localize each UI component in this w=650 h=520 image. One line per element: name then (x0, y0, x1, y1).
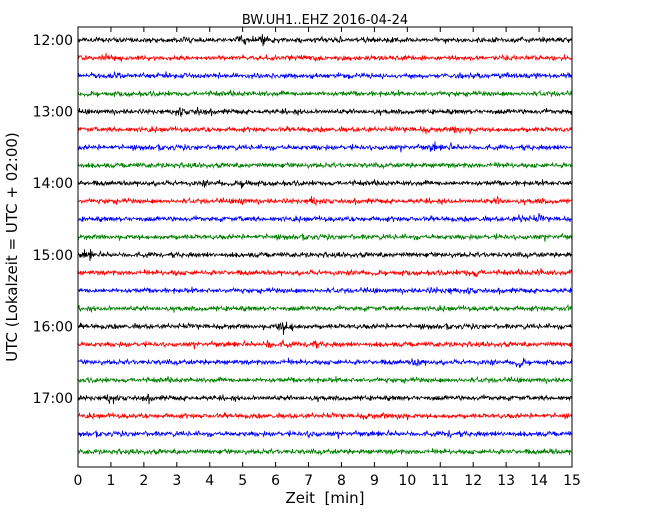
x-tick-label: 6 (271, 473, 280, 489)
x-tick-label: 4 (205, 473, 214, 489)
seismogram-trace (77, 429, 573, 439)
x-tick-label: 3 (172, 473, 181, 489)
x-tick-label: 8 (337, 473, 346, 489)
seismogram-trace (77, 71, 573, 80)
x-tick-label: 13 (497, 473, 515, 489)
y-axis-label: UTC (Lokalzeit = UTC + 02:00) (3, 132, 21, 362)
seismogram-trace (77, 304, 573, 313)
seismogram-trace (77, 376, 573, 385)
y-tick-label: 14:00 (33, 176, 73, 192)
seismogram-trace (77, 447, 573, 457)
chart-title: BW.UH1..EHZ 2016-04-24 (242, 13, 408, 28)
x-tick-label: 0 (74, 473, 83, 489)
x-tick-label: 10 (398, 473, 416, 489)
seismogram-trace (77, 232, 573, 242)
seismogram-trace (77, 106, 573, 118)
seismogram-trace (77, 141, 573, 153)
x-tick-label: 12 (464, 473, 482, 489)
seismogram-trace (77, 89, 573, 98)
x-tick-label: 7 (304, 473, 313, 489)
seismogram-trace (77, 268, 573, 278)
seismogram-trace (77, 178, 573, 189)
x-tick-label: 2 (139, 473, 148, 489)
x-tick-label: 11 (431, 473, 449, 489)
y-tick-label: 15:00 (33, 248, 73, 264)
seismogram-trace (77, 195, 573, 207)
seismogram-trace (77, 357, 573, 369)
seismogram-trace (77, 213, 573, 224)
x-tick-label: 14 (530, 473, 548, 489)
seismogram-trace (77, 321, 573, 336)
y-tick-label: 16:00 (33, 319, 73, 335)
plot-frame (77, 26, 573, 468)
seismogram-trace (77, 286, 573, 296)
seismogram-trace (77, 125, 573, 135)
x-tick-label: 15 (563, 473, 581, 489)
x-tick-label: 1 (106, 473, 115, 489)
y-tick-label: 12:00 (33, 33, 73, 49)
x-tick-label: 9 (370, 473, 379, 489)
seismogram-trace (77, 52, 573, 63)
axis-ticks: 0 1 2 3 4 5 6 7 8 9 10 11 12 13 14 1512:0013:0014:0015:… (33, 27, 581, 489)
y-tick-label: 17:00 (33, 391, 73, 407)
y-tick-label: 13:00 (33, 105, 73, 121)
seismogram-trace (77, 339, 573, 350)
seismogram-trace (77, 411, 573, 421)
seismogram-trace (77, 249, 573, 261)
trace-group (77, 34, 573, 457)
x-axis-label: Zeit [min] (285, 489, 364, 507)
seismogram-trace (77, 161, 573, 170)
x-tick-label: 5 (238, 473, 247, 489)
seismogram-trace (77, 34, 573, 47)
seismogram-trace (77, 393, 573, 405)
